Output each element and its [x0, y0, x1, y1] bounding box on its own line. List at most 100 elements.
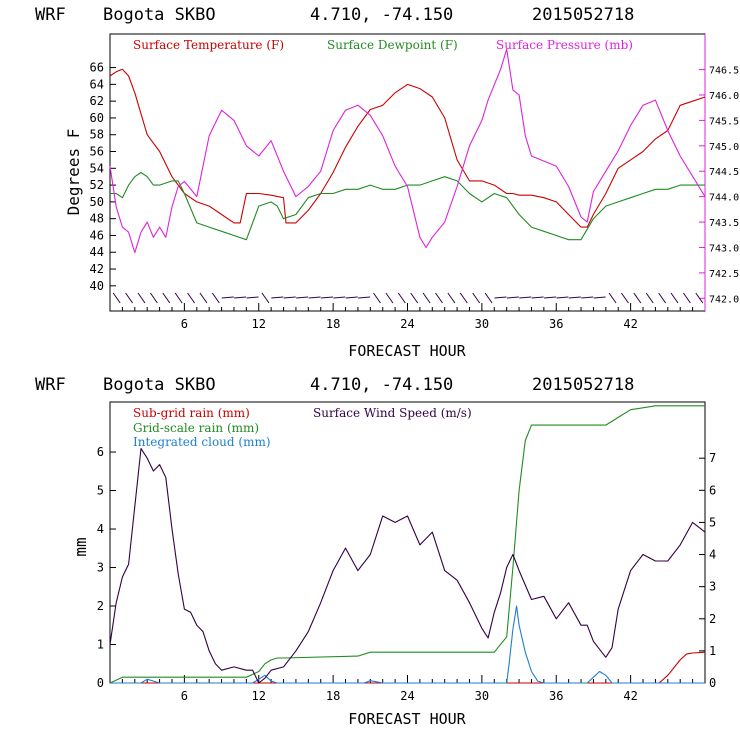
- top-x-tick-18: 18: [326, 317, 340, 331]
- bottom-y-tick-6: 6: [97, 445, 104, 459]
- top-y2-tick-744.0: 744.0: [709, 193, 739, 204]
- top-y2-tick-745.0: 745.0: [709, 142, 739, 153]
- top-series-surface-dewpoint: [110, 171, 705, 241]
- top-y2-tick-742.0: 742.0: [709, 294, 739, 305]
- top-x-tick-24: 24: [400, 317, 414, 331]
- top-y-tick-48: 48: [90, 212, 104, 226]
- wind-barb: [333, 296, 346, 299]
- top-y-tick-44: 44: [90, 245, 104, 259]
- bottom-x-tick-36: 36: [549, 689, 563, 703]
- top-y-tick-64: 64: [90, 77, 104, 91]
- wind-barb: [320, 296, 333, 299]
- bottom-y-tick-4: 4: [97, 522, 104, 536]
- wind-barb: [221, 296, 234, 299]
- bottom-header-model: WRF: [35, 375, 66, 395]
- top-y-tick-58: 58: [90, 128, 104, 142]
- wind-barbs: [112, 292, 704, 304]
- top-y-tick-62: 62: [90, 94, 104, 108]
- top-y2-tick-742.5: 742.5: [709, 269, 739, 280]
- top-y-tick-46: 46: [90, 228, 104, 242]
- wind-barb: [633, 292, 642, 304]
- wind-barb: [593, 296, 606, 299]
- legend-surface-wind-speed: Surface Wind Speed (m/s): [313, 406, 472, 420]
- bottom-y2-tick-7: 7: [709, 451, 716, 465]
- wind-barb: [621, 292, 629, 304]
- bottom-x-tick-6: 6: [181, 689, 188, 703]
- bottom-x-tick-12: 12: [252, 689, 266, 703]
- wind-barb: [234, 296, 247, 299]
- top-axis-ticks: 6 12 18 24 30 36 42 40 42 44 46 48 50 52 54 56 58 60 62 64 6…: [90, 61, 740, 331]
- bottom-y2-tick-5: 5: [709, 515, 716, 529]
- legend-surface-pressure: Surface Pressure (mb): [496, 38, 633, 52]
- wind-barb: [162, 292, 171, 304]
- wind-barb: [246, 296, 259, 299]
- wind-barb: [484, 292, 493, 304]
- wind-barb: [670, 292, 679, 304]
- top-y2-tick-746.0: 746.0: [709, 91, 739, 102]
- wind-barb: [308, 296, 321, 299]
- wind-barb: [385, 292, 394, 304]
- wind-barb: [695, 292, 704, 304]
- legend-grid-scale-rain: Grid-scale rain (mm): [133, 421, 259, 435]
- bottom-y-tick-0: 0: [97, 676, 104, 690]
- top-x-tick-6: 6: [181, 317, 188, 331]
- wind-barb: [283, 296, 296, 299]
- wind-barb: [472, 292, 481, 304]
- wind-barb: [397, 292, 406, 304]
- wind-barb: [658, 292, 667, 304]
- bottom-y-tick-5: 5: [97, 484, 104, 498]
- bottom-series-grid-scale-rain: [109, 405, 705, 684]
- bottom-y2-tick-2: 2: [709, 612, 716, 626]
- wind-barb: [422, 292, 431, 304]
- bottom-series-surface-wind-speed: [109, 448, 706, 684]
- top-y2-tick-743.5: 743.5: [709, 218, 739, 229]
- top-y2-tick-745.5: 745.5: [709, 116, 739, 127]
- top-y2-tick-744.5: 744.5: [709, 167, 739, 178]
- bottom-header-run: 2015052718: [532, 375, 634, 395]
- bottom-x-tick-18: 18: [326, 689, 340, 703]
- bottom-header-station: Bogota SKBO: [103, 375, 216, 395]
- top-y-tick-60: 60: [90, 111, 104, 125]
- legend-subgrid-rain: Sub-grid rain (mm): [133, 406, 250, 420]
- wind-barb: [373, 292, 381, 304]
- top-header-station: Bogota SKBO: [103, 5, 216, 25]
- wind-barb: [125, 292, 134, 304]
- wind-barb: [459, 292, 468, 304]
- wind-barb: [199, 292, 208, 304]
- bottom-y-axis-label: mm: [71, 537, 90, 556]
- bottom-y2-tick-6: 6: [709, 483, 716, 497]
- bottom-x-tick-42: 42: [623, 689, 637, 703]
- top-x-tick-30: 30: [475, 317, 489, 331]
- top-header-run: 2015052718: [532, 5, 634, 25]
- wind-barb: [345, 296, 358, 299]
- bottom-x-tick-24: 24: [400, 689, 414, 703]
- bottom-series: [109, 405, 706, 684]
- wind-barb: [112, 292, 121, 304]
- bottom-series-integrated-cloud: [110, 605, 705, 684]
- bottom-y-tick-3: 3: [97, 561, 104, 575]
- top-y2-tick-746.5: 746.5: [709, 66, 739, 77]
- wind-barb: [544, 296, 557, 299]
- top-y2-tick-743.0: 743.0: [709, 243, 739, 254]
- wind-barb: [447, 292, 456, 304]
- wind-barb: [531, 296, 544, 299]
- wind-barb: [296, 296, 309, 299]
- bottom-y-tick-1: 1: [97, 638, 104, 652]
- bottom-x-tick-30: 30: [475, 689, 489, 703]
- top-y-tick-56: 56: [90, 145, 104, 159]
- top-y-axis-label: Degrees F: [64, 129, 83, 216]
- top-series: [109, 48, 706, 254]
- top-x-axis-label: FORECAST HOUR: [348, 342, 466, 360]
- wind-barb: [682, 292, 691, 304]
- top-y-tick-40: 40: [90, 279, 104, 293]
- top-x-tick-12: 12: [252, 317, 266, 331]
- wind-barb: [506, 296, 519, 299]
- wind-barb: [174, 292, 183, 304]
- bottom-y2-tick-3: 3: [709, 580, 716, 594]
- bottom-y2-tick-4: 4: [709, 548, 716, 562]
- wind-barb: [211, 292, 220, 304]
- legend-integrated-cloud: Integrated cloud (mm): [133, 435, 271, 449]
- top-y-tick-66: 66: [90, 61, 104, 75]
